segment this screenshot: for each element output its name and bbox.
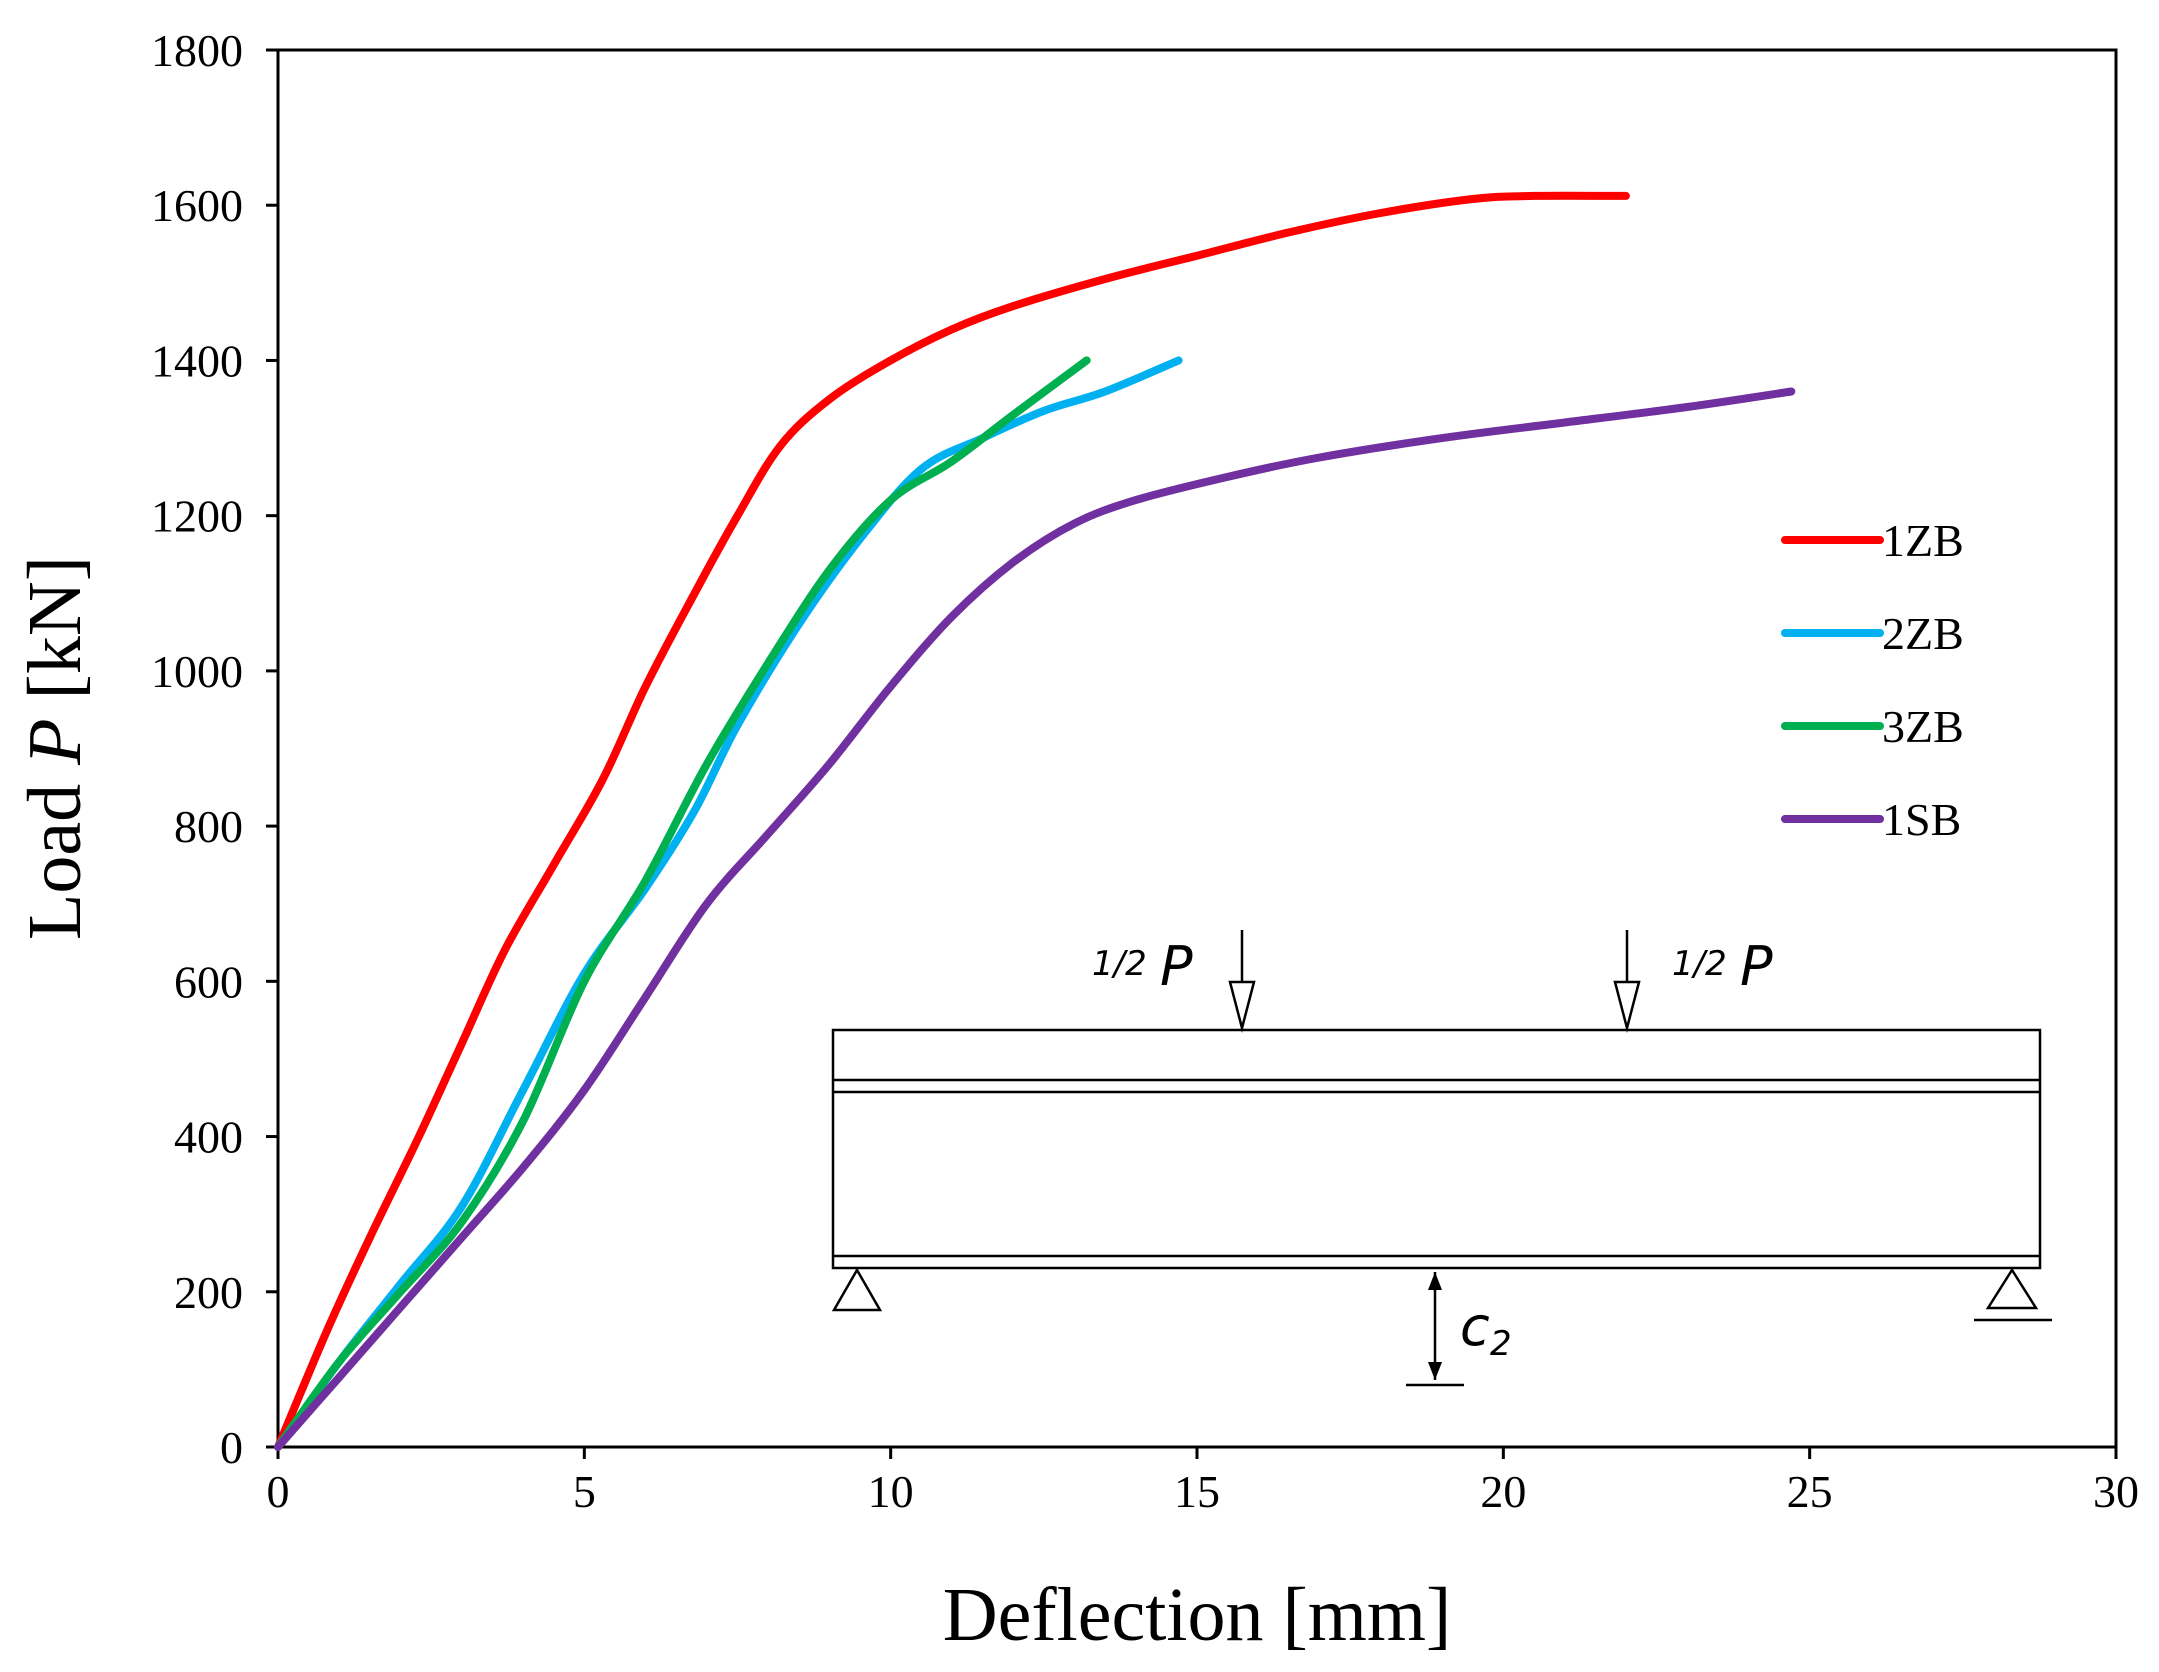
- series-line-3zb: [274, 356, 1091, 1451]
- y-axis-ticks: 0 200 400 600 800 1000 1200 1400 1600 1800: [151, 25, 278, 1473]
- support-left-icon: [831, 1267, 883, 1312]
- load-label-left: 1/2 P: [1092, 935, 1193, 998]
- beam-outline: [831, 1028, 2042, 1270]
- x-tick-label: 20: [1480, 1466, 1526, 1517]
- y-tick-label: 600: [174, 956, 243, 1007]
- deflection-label-subscript: 2: [1490, 1324, 1512, 1364]
- load-label-right-symbol: P: [1740, 935, 1773, 998]
- series-line-2zb: [274, 356, 1183, 1451]
- legend-label-3zb: 3ZB: [1882, 701, 1964, 752]
- x-tick-label: 10: [868, 1466, 914, 1517]
- load-label-left-symbol: P: [1160, 935, 1193, 998]
- load-arrow-right: [1613, 930, 1641, 1033]
- x-tick-label: 15: [1174, 1466, 1220, 1517]
- load-label-right: 1/2 P: [1672, 935, 1773, 998]
- y-tick-label: 1000: [151, 646, 243, 697]
- series-group: [274, 191, 1796, 1451]
- x-tick-label: 5: [573, 1466, 596, 1517]
- x-tick-label: 30: [2093, 1466, 2139, 1517]
- beam-setup-diagram: 1/2 P 1/2 P c 2: [831, 930, 2052, 1387]
- y-tick-label: 1800: [151, 25, 243, 76]
- x-axis-title: Deflection [mm]: [943, 1573, 1452, 1657]
- support-right-icon: [1985, 1267, 2039, 1310]
- y-tick-label: 1600: [151, 180, 243, 231]
- load-label-right-fraction: 1/2: [1672, 944, 1727, 984]
- deflection-gauge: [1406, 1272, 1464, 1387]
- deflection-label: c 2: [1460, 1295, 1512, 1364]
- x-tick-label: 0: [267, 1466, 290, 1517]
- x-axis-ticks: 0 5 10 15 20 25 30: [267, 1447, 2139, 1517]
- y-tick-label: 1400: [151, 335, 243, 386]
- legend: 1ZB 2ZB 3ZB 1SB: [1781, 515, 1964, 845]
- load-label-left-fraction: 1/2: [1092, 944, 1147, 984]
- series-line-1sb: [274, 387, 1796, 1451]
- y-tick-label: 200: [174, 1267, 243, 1318]
- y-tick-label: 800: [174, 801, 243, 852]
- deflection-label-symbol: c: [1460, 1295, 1490, 1358]
- load-arrow-left: [1228, 930, 1256, 1033]
- x-tick-label: 25: [1787, 1466, 1833, 1517]
- y-tick-label: 400: [174, 1112, 243, 1163]
- y-tick-label: 1200: [151, 491, 243, 542]
- legend-label-2zb: 2ZB: [1882, 608, 1964, 659]
- y-axis-title: Load P [kN]: [13, 556, 97, 940]
- y-tick-label: 0: [220, 1422, 243, 1473]
- series-line-1zb: [274, 191, 1630, 1451]
- legend-label-1sb: 1SB: [1882, 794, 1961, 845]
- legend-label-1zb: 1ZB: [1882, 515, 1964, 566]
